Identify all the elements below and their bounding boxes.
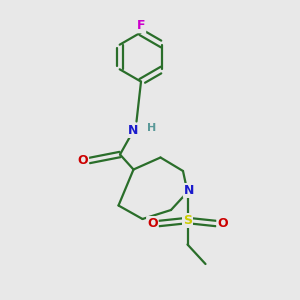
Text: H: H xyxy=(147,123,156,134)
Text: O: O xyxy=(217,217,228,230)
Text: N: N xyxy=(128,124,139,137)
Text: O: O xyxy=(77,154,88,167)
Text: O: O xyxy=(147,217,158,230)
Text: S: S xyxy=(183,214,192,227)
Text: F: F xyxy=(137,19,145,32)
Text: N: N xyxy=(184,184,194,197)
